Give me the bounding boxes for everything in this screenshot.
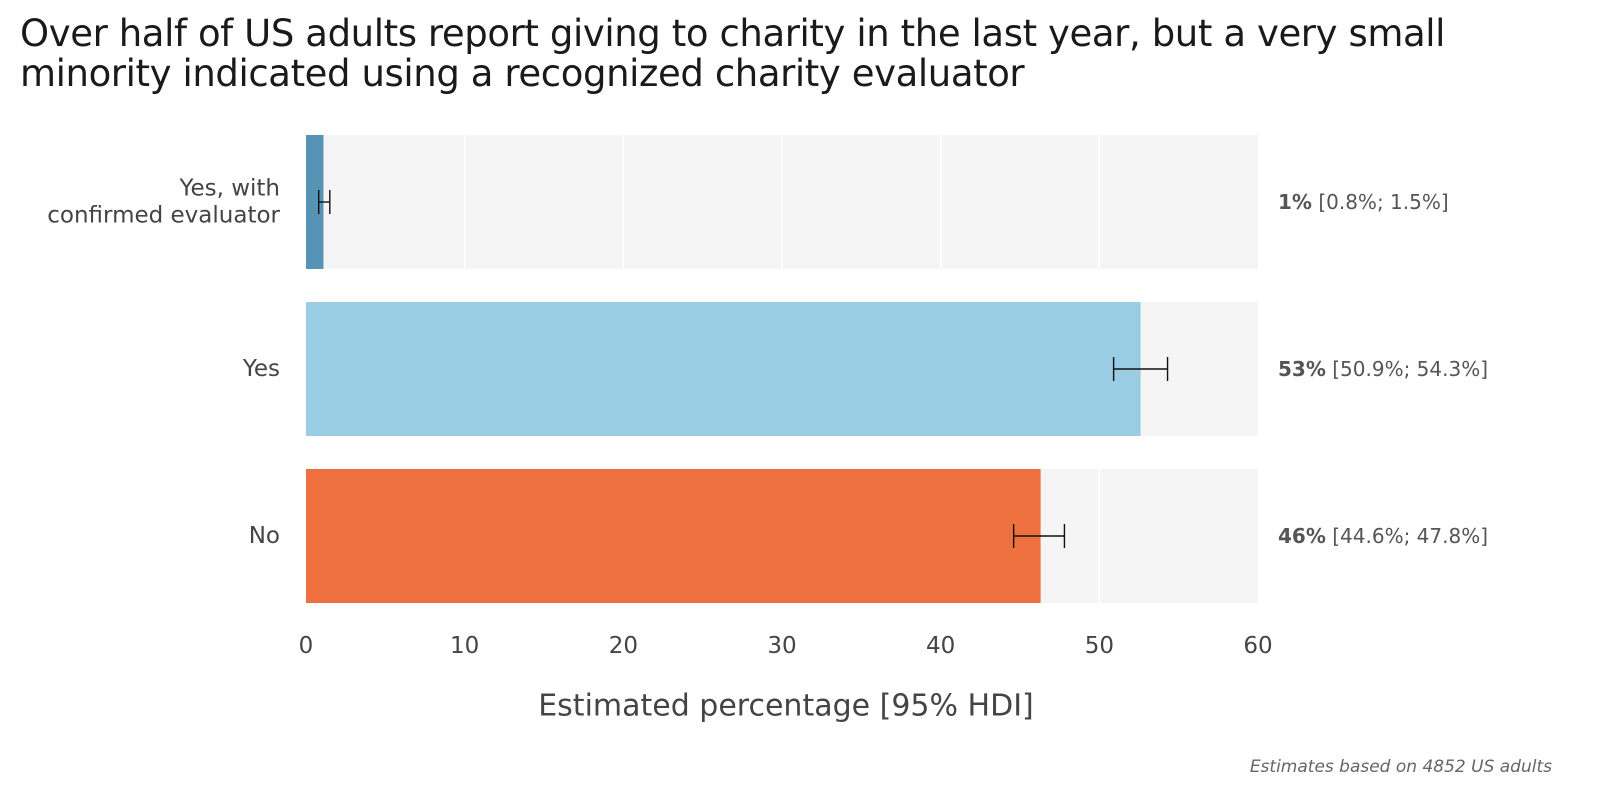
bar-1 (306, 302, 1141, 436)
value-label: 46% [44.6%; 47.8%] (1278, 524, 1488, 548)
x-tick-label: 40 (926, 633, 955, 659)
value-label: 1% [0.8%; 1.5%] (1278, 190, 1449, 214)
category-label: Yes (242, 356, 280, 382)
value-label-interval: [44.6%; 47.8%] (1326, 524, 1488, 548)
category-label: No (249, 523, 280, 549)
chart-title: Over half of US adults report giving to … (20, 12, 1446, 95)
value-label-interval: [50.9%; 54.3%] (1326, 357, 1488, 381)
value-labels: 1% [0.8%; 1.5%] 53% [50.9%; 54.3%] 46% [44… (1278, 190, 1488, 548)
x-tick-label: 10 (450, 633, 479, 659)
value-label-estimate: 1% (1278, 190, 1312, 214)
value-label-estimate: 46% (1278, 524, 1326, 548)
bars (306, 135, 1141, 603)
x-tick-label: 0 (299, 633, 314, 659)
category-label: Yes, with (178, 176, 280, 202)
x-axis-label: Estimated percentage [95% HDI] (538, 689, 1034, 724)
x-tick-label: 20 (609, 633, 638, 659)
value-label: 53% [50.9%; 54.3%] (1278, 357, 1488, 381)
caption: Estimates based on 4852 US adults (1249, 757, 1552, 777)
error-bars (317, 190, 1169, 548)
bar-2 (306, 469, 1041, 603)
value-label-interval: [0.8%; 1.5%] (1312, 190, 1449, 214)
bar-0 (306, 135, 324, 269)
category-label: confirmed evaluator (47, 203, 280, 229)
x-tick-label: 30 (767, 633, 796, 659)
x-tick-label: 60 (1243, 633, 1272, 659)
x-axis-ticks: 0 10 20 30 40 50 60 (299, 633, 1273, 659)
x-tick-label: 50 (1085, 633, 1114, 659)
value-label-estimate: 53% (1278, 357, 1326, 381)
